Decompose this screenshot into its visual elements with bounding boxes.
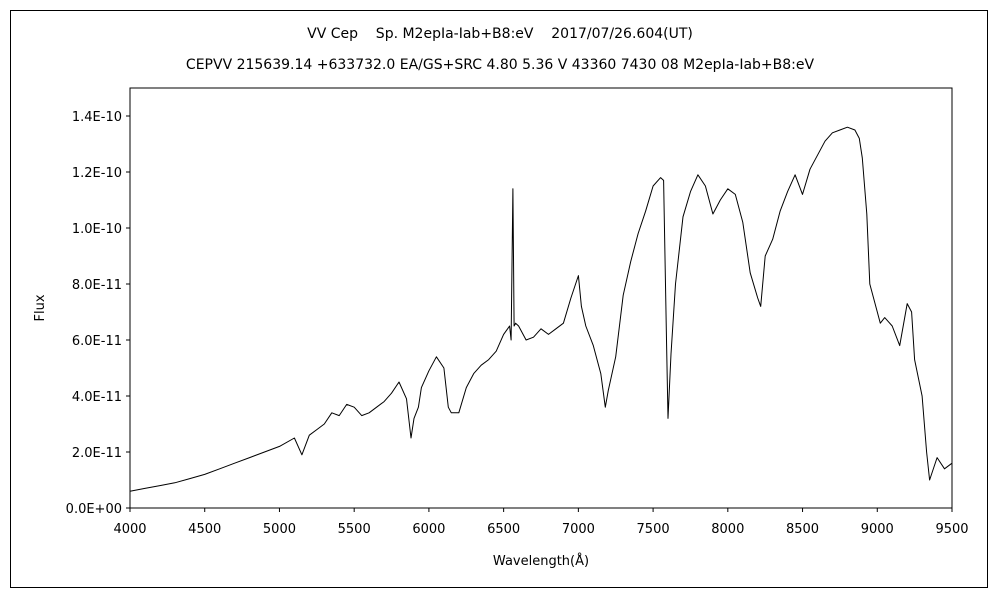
x-tick-label: 6500 [487,522,520,537]
x-tick-label: 7000 [562,522,595,537]
y-tick-label: 1.4E-10 [72,110,122,125]
chart-subtitle: CEPVV 215639.14 +633732.0 EA/GS+SRC 4.80… [185,57,815,73]
x-tick-label: 4500 [188,522,221,537]
x-tick-label: 9500 [935,522,968,537]
y-tick-label: 0.0E+00 [66,502,122,517]
y-tick-label: 1.2E-10 [72,166,122,181]
x-tick-label: 9000 [861,522,894,537]
x-axis: 4000 4500 5000 5500 6000 6500 7000 7500 8000 8500… [113,508,969,537]
y-tick-label: 8.0E-11 [72,278,122,293]
x-tick-label: 7500 [637,522,670,537]
x-tick-label: 4000 [113,522,146,537]
plot-area [129,87,953,509]
chart-title: VV Cep Sp. M2epIa-Iab+B8:eV 2017/07/26.6… [307,26,693,42]
series-group [129,126,953,492]
x-tick-label: 6000 [412,522,445,537]
x-tick-label: 8500 [786,522,819,537]
chart-frame [10,10,988,588]
y-tick-label: 4.0E-11 [72,390,122,405]
y-tick-label: 1.0E-10 [72,222,122,237]
x-axis-label: Wavelength(Å) [493,553,589,569]
x-tick-label: 8000 [711,522,744,537]
spectrum-line [129,126,953,492]
y-tick-label: 6.0E-11 [72,334,122,349]
y-axis: 0.0E+00 2.0E-11 4.0E-11 6.0E-11 8.0E-11 1.0E-… [66,110,130,517]
x-tick-label: 5500 [338,522,371,537]
x-tick-label: 5000 [263,522,296,537]
y-tick-label: 2.0E-11 [72,446,122,461]
y-axis-label: Flux [33,294,48,321]
